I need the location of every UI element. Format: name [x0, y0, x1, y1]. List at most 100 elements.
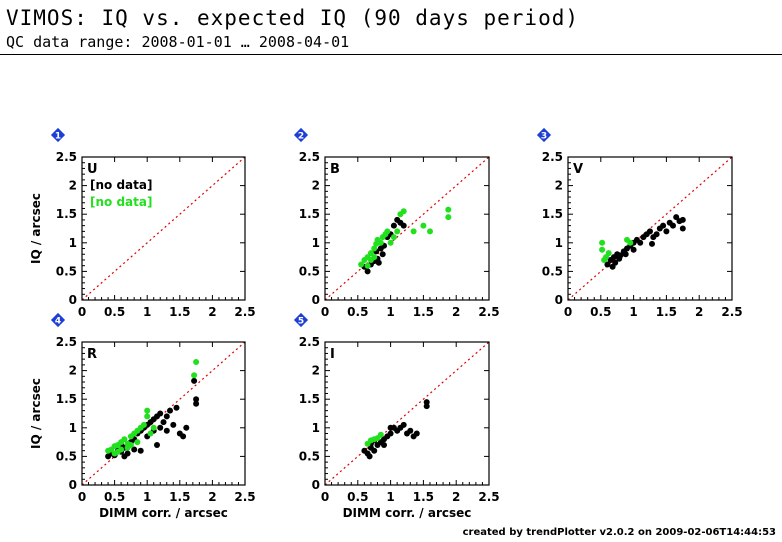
data-point-black-3 [371, 447, 378, 454]
data-point-black-18 [423, 403, 430, 410]
no-data-note: [no data] [90, 195, 152, 209]
y-tick-label: 0.5 [56, 449, 77, 463]
x-tick-label: 1 [386, 305, 394, 319]
data-point-black-28 [137, 447, 144, 454]
y-tick-label: 2.5 [299, 335, 320, 349]
data-point-black-17 [160, 419, 167, 426]
data-point-black-22 [387, 424, 394, 431]
y-tick-label: 1 [312, 421, 320, 435]
x-tick-label: 0 [78, 490, 86, 504]
x-tick-label: 2.5 [234, 305, 255, 319]
x-tick-label: 2 [208, 305, 216, 319]
panel-badge [50, 312, 66, 328]
data-point-green-4 [377, 431, 384, 438]
y-tick-label: 0 [555, 293, 563, 307]
data-point-black-18 [163, 413, 170, 420]
data-point-black-26 [191, 377, 198, 384]
data-point-black-10 [390, 222, 397, 229]
x-tick-label: 2 [452, 490, 460, 504]
data-point-black-25 [193, 396, 200, 403]
x-tick-label: 0.5 [347, 305, 368, 319]
data-point-black-30 [649, 240, 655, 247]
y-tick-label: 1 [312, 236, 320, 250]
footer-credit: created by trendPlotter v2.0.2 on 2009-0… [462, 527, 776, 538]
x-tick-label: 0.5 [590, 305, 611, 319]
data-point-black-18 [663, 228, 670, 235]
x-tick-label: 1 [629, 305, 637, 319]
data-point-black-20 [170, 421, 177, 428]
data-point-green-0 [358, 261, 365, 268]
scatter-panel-U: 0 0.5 1 1.5 2 2.500.511.522.5U[no data][no da… [29, 127, 256, 319]
data-point-green-3 [367, 250, 374, 257]
data-point-green-10 [384, 228, 391, 235]
x-tick-label: 2 [452, 305, 460, 319]
data-point-black-33 [131, 446, 138, 453]
data-point-green-19 [445, 214, 452, 221]
y-tick-label: 0.5 [542, 264, 563, 278]
y-tick-label: 0.5 [56, 264, 77, 278]
data-point-black-24 [183, 424, 190, 431]
data-point-green-4 [121, 436, 128, 443]
y-tick-label: 1.5 [56, 207, 77, 221]
y-tick-label: 2 [69, 179, 77, 193]
x-tick-label: 2 [695, 305, 703, 319]
data-point-green-13 [394, 228, 401, 235]
data-point-black-21 [173, 404, 180, 411]
data-point-black-13 [400, 222, 407, 229]
data-point-black-10 [637, 239, 644, 246]
data-point-green-18 [127, 442, 134, 448]
page-title: VIMOS: IQ vs. expected IQ (90 days perio… [6, 6, 580, 30]
data-point-green-15 [118, 446, 125, 453]
y-axis-title: IQ / arcsec [29, 193, 43, 264]
data-point-green-15 [400, 208, 407, 215]
data-point-black-23 [180, 433, 187, 440]
data-point-black-6 [379, 251, 386, 258]
y-tick-label: 0 [69, 478, 77, 492]
plot-frame [81, 341, 246, 486]
reference-diagonal [81, 341, 246, 486]
panel-badge [536, 127, 552, 143]
data-point-green-22 [193, 359, 200, 365]
panel-badge [293, 312, 309, 328]
y-tick-label: 2 [555, 179, 563, 193]
panel-number: 2 [298, 132, 304, 142]
data-point-green-20 [445, 206, 452, 213]
y-axis-title: IQ / arcsec [29, 378, 43, 449]
data-point-black-12 [400, 421, 407, 428]
panel-number: 3 [541, 132, 547, 142]
data-point-black-14 [377, 245, 384, 252]
y-tick-label: 2 [69, 364, 77, 378]
data-point-green-4 [605, 250, 612, 257]
data-point-black-34 [163, 427, 170, 434]
data-point-green-4 [371, 245, 378, 252]
scatter-panel-R: 0 0.5 1 1.5 2 2.5 0 0.5 1 1.5 2 2.5 R 4 IQ / arcsec DIM… [29, 312, 256, 520]
data-point-green-21 [191, 372, 198, 379]
plot-frame [324, 341, 490, 486]
qc-data-range: QC data range: 2008-01-01 … 2008-04-01 [6, 33, 350, 51]
y-tick-label: 0 [69, 293, 77, 307]
data-point-green-12 [390, 234, 397, 241]
x-tick-label: 2.5 [478, 490, 499, 504]
data-point-green-6 [627, 239, 634, 246]
data-point-black-37 [121, 453, 128, 460]
data-point-green-22 [364, 262, 371, 269]
y-tick-label: 1.5 [56, 392, 77, 406]
y-tick-label: 0 [312, 293, 320, 307]
data-point-black-27 [616, 255, 623, 262]
band-label: R [87, 347, 97, 362]
data-point-black-21 [673, 214, 680, 221]
data-point-black-28 [622, 251, 629, 258]
data-point-black-5 [375, 259, 382, 266]
y-tick-label: 1.5 [299, 392, 320, 406]
data-point-black-23 [679, 225, 686, 232]
x-tick-label: 1.5 [169, 490, 190, 504]
band-label: U [87, 162, 98, 177]
scatter-panel-B: 0 0.5 1 1.5 2 2.500.511.522.5B2 [293, 127, 500, 319]
data-point-green-11 [387, 239, 394, 246]
y-tick-label: 1.5 [542, 207, 563, 221]
data-point-green-18 [427, 228, 433, 235]
y-tick-label: 2.5 [56, 335, 77, 349]
x-tick-label: 2.5 [478, 305, 499, 319]
x-tick-label: 0 [78, 305, 86, 319]
x-tick-label: 0.5 [104, 490, 125, 504]
